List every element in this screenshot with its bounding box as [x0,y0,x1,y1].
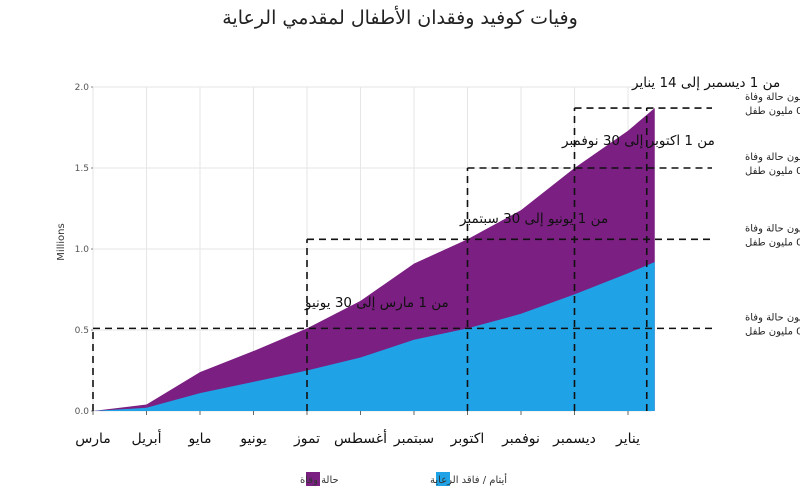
x-tick-label: يونيو [239,431,267,447]
period-label: من 1 ديسمبر إلى 14 يناير [631,75,780,91]
y-tick-label: 1.0 [75,245,90,255]
y-axis-label: Millions [56,223,67,260]
y-tick-label: 0.0 [75,407,90,417]
x-tick-label: أبريل [131,429,161,447]
legend: حالة وفاة أيتام / فاقد الرعاية [300,472,507,486]
y-tick-label: 1.5 [75,164,89,174]
x-tick-label: تموز [293,431,320,447]
x-tick-label: نوفمبر [501,431,540,447]
x-tick-label: اكتوبر [450,431,485,447]
period-guides [92,107,712,411]
x-tick-label: أغسطس [334,429,387,447]
side-annotations: 1.8 مليون حالة وفاة 0.9 مليون طفل 1.5 مليو… [745,92,800,337]
legend-label: حالة وفاة [300,475,339,486]
side-annotation-deaths: 1.5 مليون حالة وفاة [745,152,800,163]
plot-areas [93,108,655,411]
x-tick-label: يناير [615,431,640,447]
period-label: من 1 مارس إلى 30 يونيو [304,295,449,311]
side-annotation-deaths: 1.1 مليون حالة وفاة [745,223,800,234]
side-annotation-children: 0.9 مليون طفل [745,106,800,117]
x-tick-label: ديسمبر [552,431,596,447]
side-annotation-deaths: 0.5 مليون حالة وفاة [745,312,800,323]
x-tick-label: مايو [188,431,212,447]
legend-swatch [306,472,320,486]
side-annotation-children: 0.25 مليون طفل [745,326,800,337]
axes: 0.0 0.5 1.0 1.5 2.0 مارس أبريل مايو يونيو تموز أغس… [75,83,640,447]
x-tick-label: مارس [75,431,111,447]
y-tick-label: 2.0 [75,83,90,93]
period-label: من 1 اكتوبر إلى 30 نوفمبر [561,133,715,149]
legend-label: أيتام / فاقد الرعاية [430,473,507,486]
chart-title: وفيات كوفيد وفقدان الأطفال لمقدمي الرعاي… [222,6,578,29]
x-tick-label: سبتمبر [393,431,434,447]
side-annotation-deaths: 1.8 مليون حالة وفاة [745,92,800,103]
legend-swatch [436,472,450,486]
y-tick-label: 0.5 [75,326,89,336]
side-annotation-children: 0.5 مليون طفل [745,237,800,248]
period-label: من 1 يونيو إلى 30 سبتمبر [459,211,608,227]
series-area-1 [93,261,655,411]
period-labels: من 1 مارس إلى 30 يونيو من 1 يونيو إلى 30 … [304,75,780,311]
side-annotation-children: 0.7 مليون طفل [745,166,800,177]
